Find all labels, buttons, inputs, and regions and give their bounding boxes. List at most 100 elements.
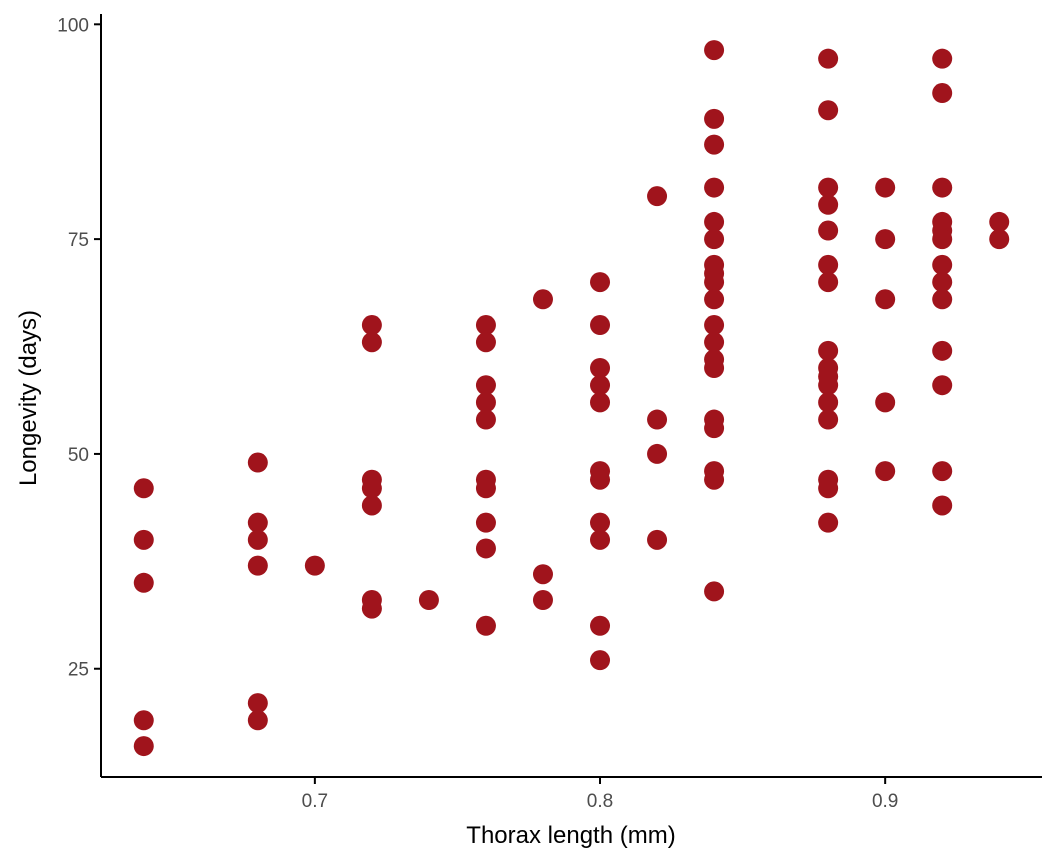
data-point [818,220,839,241]
data-point [818,177,839,198]
y-tick-label: 50 [68,445,89,466]
data-point [932,272,953,293]
x-tick-label: 0.7 [302,791,328,812]
data-point [247,529,268,550]
data-point [532,590,553,610]
data-point [932,289,953,310]
data-point [704,418,725,439]
data-point [475,478,496,499]
data-point [932,461,953,482]
data-point [647,529,668,550]
data-point [590,469,611,490]
data-point [704,177,725,198]
data-point [932,495,953,516]
data-point [532,564,553,585]
data-point [704,272,725,293]
data-point [875,177,896,198]
data-point [133,478,154,499]
data-point [704,134,725,155]
data-point [932,83,953,104]
data-point [247,555,268,576]
data-point [704,332,725,353]
data-point [590,512,611,533]
y-tick-label: 75 [68,230,89,251]
x-tick-label: 0.8 [587,791,613,812]
data-point [133,572,154,593]
data-point [704,211,725,232]
data-point [818,512,839,533]
data-point [361,598,382,619]
data-point [818,254,839,275]
data-point [647,443,668,464]
data-point [932,177,953,198]
data-point [704,289,725,310]
data-point [989,211,1010,232]
data-point [647,409,668,430]
data-point [247,710,268,731]
data-point [590,358,611,378]
data-point [704,108,725,129]
data-point [932,254,953,275]
data-point [475,538,496,559]
data-point [590,615,611,636]
y-tick-label: 25 [68,660,89,681]
data-point [590,529,611,550]
y-axis-title: Longevity (days) [15,310,42,486]
data-point [475,315,496,336]
ticks: 0.7 0.8 0.9 25 50 75 100 [57,15,898,812]
data-point [704,315,725,336]
data-point [875,229,896,250]
points-layer [133,40,1010,757]
data-point [704,40,725,61]
data-point [361,495,382,516]
data-point [647,186,668,207]
x-tick-label: 0.9 [872,791,898,812]
data-point [875,289,896,310]
data-point [875,392,896,413]
data-point [133,736,154,757]
data-point [247,452,268,473]
data-point [818,340,839,361]
data-point [818,392,839,413]
data-point [475,615,496,636]
data-point [361,315,382,336]
data-point [304,555,325,576]
data-point [590,375,611,396]
data-point [475,375,496,396]
data-point [133,529,154,550]
data-point [818,375,839,396]
data-point [133,710,154,731]
data-point [590,650,611,671]
data-point [818,100,839,121]
data-point [818,48,839,69]
data-point [475,332,496,353]
data-point [932,229,953,250]
y-tick-label: 100 [57,15,89,36]
data-point [590,392,611,413]
data-point [818,272,839,293]
data-point [704,358,725,378]
data-point [704,229,725,250]
data-point [475,512,496,533]
data-point [361,478,382,499]
data-point [590,315,611,336]
data-point [989,229,1010,250]
data-point [418,590,439,610]
data-point [818,194,839,215]
data-point [590,272,611,293]
data-point [247,693,268,714]
data-point [247,512,268,533]
data-point [932,340,953,361]
axes [100,14,1042,778]
x-axis-title: Thorax length (mm) [466,822,675,849]
data-point [532,289,553,310]
data-point [818,478,839,499]
data-point [475,409,496,430]
data-point [932,375,953,396]
data-point [875,461,896,482]
data-point [475,392,496,413]
data-point [818,409,839,430]
data-point [704,581,725,602]
data-point [704,469,725,490]
